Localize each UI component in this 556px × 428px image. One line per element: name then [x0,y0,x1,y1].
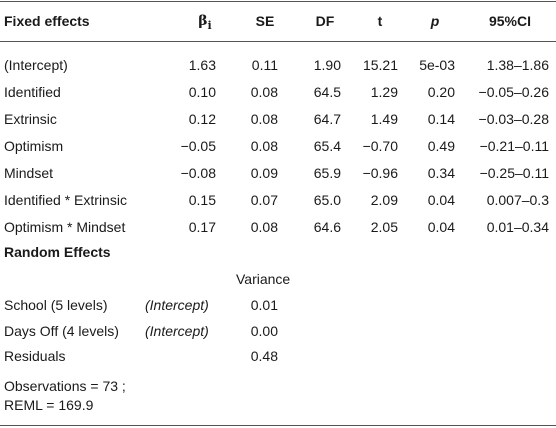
beta-value: 0.12 [188,111,216,127]
df-value: 64.5 [313,84,341,100]
bottom-rule [0,425,556,426]
se-value: 0.09 [250,165,278,181]
df-value: 65.9 [313,165,341,181]
beta-symbol: β [198,13,208,29]
se-value: 0.08 [250,84,278,100]
df-value: 65.4 [313,138,341,154]
header-ci: 95%CI [488,13,532,29]
t-value: −0.70 [362,138,398,154]
df-value: 64.6 [313,219,341,235]
se-value: 0.08 [250,219,278,235]
random-group-label: School (5 levels) [4,297,108,313]
p-value: 0.34 [427,165,455,181]
header-fixed-effects: Fixed effects [4,13,90,29]
ci-value: 1.38–1.86 [486,57,549,73]
beta-value: 0.15 [188,192,216,208]
random-group-label: Days Off (4 levels) [4,323,119,339]
variance-header: Variance [236,271,291,287]
se-value: 0.08 [250,138,278,154]
ci-value: −0.25–0.11 [479,165,549,181]
se-value: 0.08 [250,111,278,127]
variance-value: 0.00 [250,323,278,339]
variance-value: 0.01 [250,297,278,313]
t-value: −0.96 [362,165,398,181]
header-se: SE [255,13,275,29]
random-term: (Intercept) [145,323,209,339]
observations-text: Observations = 73 ; [4,378,126,394]
random-effects-title: Random Effects [4,244,111,260]
se-value: 0.07 [250,192,278,208]
term-label: (Intercept) [4,57,68,73]
df-value: 65.0 [313,192,341,208]
top-rule [0,1,556,2]
ci-value: 0.007–0.3 [486,192,549,208]
t-value: 15.21 [362,57,398,73]
beta-value: 1.63 [188,57,216,73]
header-df: DF [315,13,335,29]
df-value: 64.7 [313,111,341,127]
term-label: Identified [4,84,61,100]
reml-text: REML = 169.9 [4,397,94,413]
t-value: 1.29 [370,84,398,100]
p-value: 0.04 [427,192,455,208]
ci-value: 0.01–0.34 [486,219,549,235]
se-value: 0.11 [251,57,278,73]
p-value: 0.49 [427,138,455,154]
ci-value: −0.03–0.28 [478,111,549,127]
beta-value: −0.08 [180,165,216,181]
term-label: Optimism [4,138,64,154]
random-group-label: Residuals [4,348,66,364]
variance-value: 0.48 [250,348,278,364]
p-value: 5e-03 [419,57,455,73]
header-p: p [430,13,440,29]
beta-value: 0.10 [188,84,216,100]
t-value: 2.05 [370,219,398,235]
ci-value: −0.21–0.11 [479,138,549,154]
p-value: 0.04 [427,219,455,235]
beta-value: −0.05 [180,138,216,154]
term-label: Optimism * Mindset [4,219,126,235]
ci-value: −0.05–0.26 [478,84,549,100]
df-value: 1.90 [313,57,341,73]
header-rule [0,41,556,42]
p-value: 0.20 [427,84,455,100]
p-value: 0.14 [427,111,455,127]
term-label: Mindset [4,165,54,181]
t-value: 2.09 [370,192,398,208]
t-value: 1.49 [370,111,398,127]
header-t: t [377,13,383,29]
header-beta: βi [185,12,225,35]
random-term: (Intercept) [145,297,209,313]
beta-value: 0.17 [188,219,216,235]
term-label: Identified * Extrinsic [4,192,127,208]
beta-subscript: i [207,18,212,32]
term-label: Extrinsic [4,111,57,127]
